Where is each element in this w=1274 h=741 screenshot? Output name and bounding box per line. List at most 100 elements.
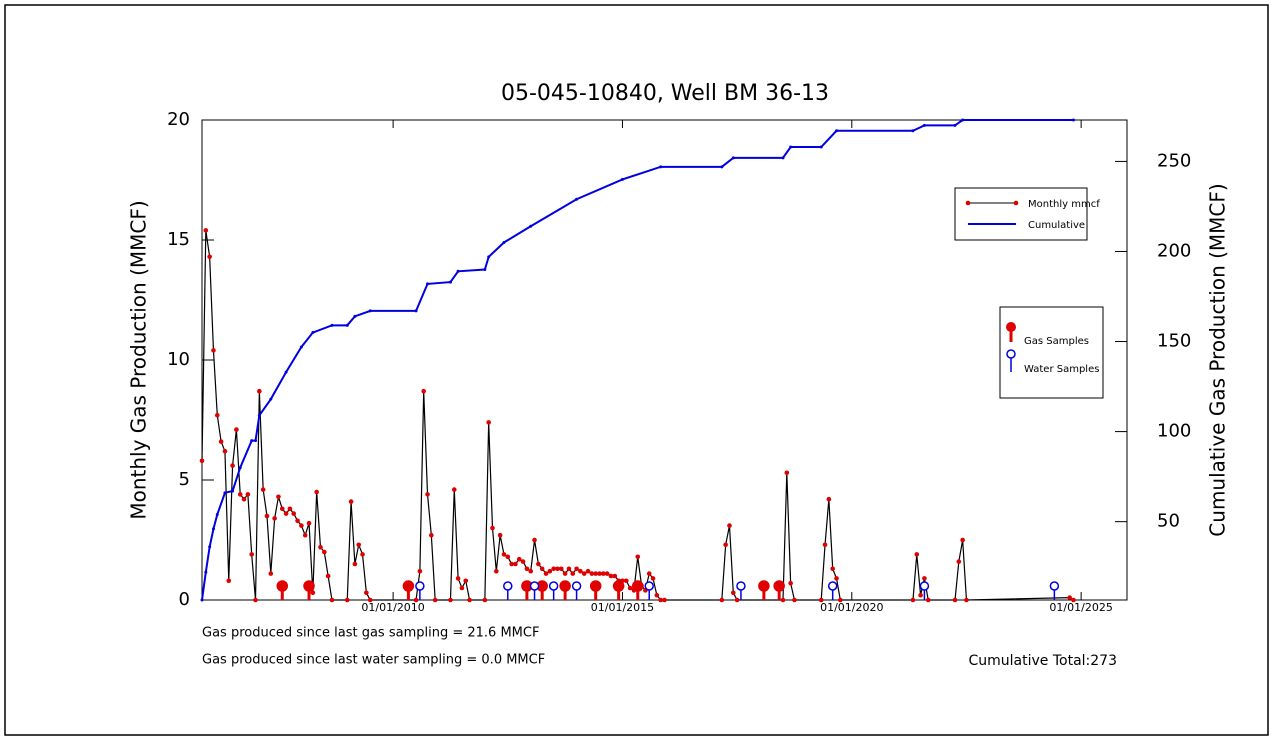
data-point [536,561,541,567]
data-point [325,573,331,579]
data-point [570,571,576,576]
data-point [509,561,514,567]
data-point [268,571,274,576]
data-point [964,597,969,603]
data-point [311,331,315,335]
data-point [306,520,312,526]
legend-label: Monthly mmcf [1028,199,1100,210]
y2-tick-label: 250 [1157,150,1191,171]
data-point [558,566,564,572]
y-tick-label: 0 [179,589,190,610]
cumulative-total: Cumulative Total:273 [969,653,1118,669]
data-point [792,597,797,603]
data-point [417,568,423,574]
data-point [299,523,304,528]
data-point [310,590,316,596]
legend-swatch [965,200,971,206]
data-point [494,568,499,574]
data-point [451,487,457,492]
x-tick-label: 01/01/2015 [591,601,654,614]
sample-marker [529,581,540,591]
data-point [620,177,624,181]
legend-label: Water Samples [1024,364,1099,375]
data-point [627,585,633,591]
data-point [566,566,572,572]
data-point [368,309,372,313]
data-point [574,566,579,572]
data-point [302,532,308,538]
data-point [260,487,266,492]
data-point [459,585,465,591]
data-point [635,554,641,560]
legend-box [954,187,1088,241]
data-point [487,255,491,259]
y2-tick-label: 100 [1157,421,1191,442]
sample-marker [758,580,770,592]
outer-frame [4,4,1269,736]
data-point [818,597,824,603]
data-point [360,552,365,557]
sample-marker [548,581,559,591]
data-point [356,542,362,548]
data-point [215,512,219,516]
data-point [204,570,208,574]
data-point [604,571,610,576]
x-tick-label: 01/01/2020 [820,601,883,614]
data-point [922,576,927,581]
data-point [524,566,530,572]
data-point [910,597,916,603]
y2-tick-label: 200 [1157,240,1191,261]
data-point [352,561,358,567]
data-point [731,156,735,160]
note: Gas produced since last gas sampling = 2… [202,626,539,641]
data-point [834,576,839,581]
sample-marker [1049,581,1060,591]
data-point [528,568,534,574]
sample-marker [276,580,289,592]
data-point [314,489,319,495]
data-point [589,571,595,576]
data-point [555,566,560,572]
y-tick-label: 15 [167,229,190,250]
data-point [835,129,839,133]
data-point [456,269,460,273]
data-point [223,491,227,495]
data-point [502,240,506,244]
legend-swatch [1006,349,1016,359]
data-point [505,554,511,560]
data-point [353,314,357,318]
data-point [234,427,239,432]
data-point [575,197,579,201]
data-point [819,145,823,149]
data-point [208,545,212,549]
y-tick-label: 20 [167,109,190,130]
data-point [914,552,920,557]
data-point [283,511,289,516]
data-point [467,597,472,603]
data-point [426,282,430,286]
data-point [250,439,254,443]
data-point [230,463,235,468]
data-point [960,537,965,543]
sample-marker [736,581,746,591]
data-point [822,542,828,548]
data-point [830,566,835,572]
data-point [719,597,725,603]
data-point [218,439,224,444]
legend-box [999,306,1104,399]
data-point [226,578,232,584]
data-point [490,525,495,531]
data-point [199,458,205,464]
sample-marker [402,580,415,592]
data-point [646,571,652,576]
data-point [789,145,793,149]
data-point [295,518,300,524]
data-point [1067,595,1072,600]
data-point [483,267,487,271]
data-point [597,571,602,576]
data-point [529,224,533,228]
data-point [781,156,785,160]
data-point [516,556,522,562]
